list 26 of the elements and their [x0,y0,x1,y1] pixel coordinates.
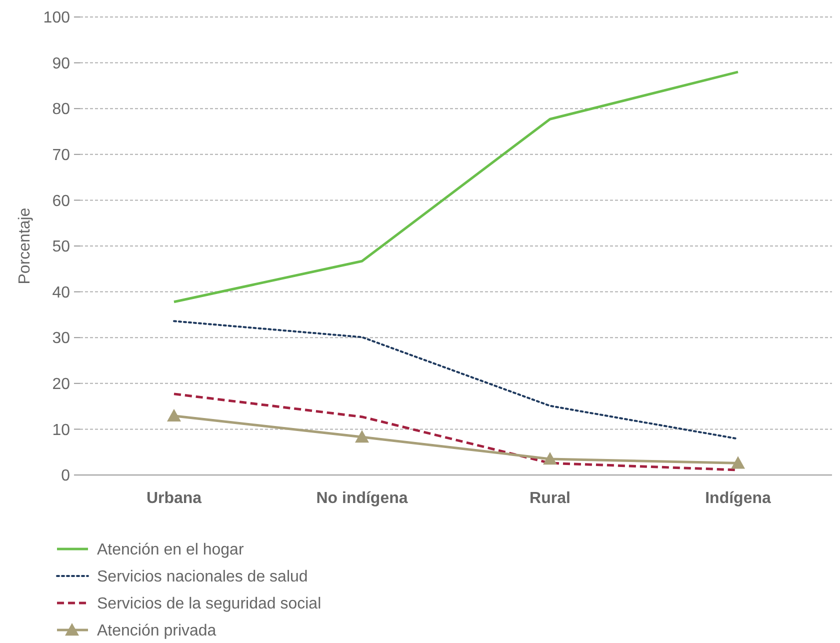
y-tick-label: 30 [52,330,70,348]
legend-label: Servicios de la seguridad social [97,596,322,613]
y-tick-label: 40 [52,284,70,302]
point [167,408,181,422]
x-tick-label: Urbana [146,490,202,507]
point [731,456,745,469]
x-tick-label: No indígena [316,490,408,507]
legend-label: Atención en el hogar [97,542,244,559]
x-tick-label: Rural [530,490,570,507]
y-tick-label: 50 [52,238,70,256]
y-tick-label: 20 [52,376,70,393]
y-tick-label: 80 [52,101,70,118]
y-tick-label: 70 [52,147,70,164]
x-tick-label: Indígena [705,490,771,507]
point [355,430,369,443]
y-tick-label: 60 [52,192,70,210]
y-tick-label: 0 [61,468,70,485]
y-tick-label: 10 [52,422,70,439]
legend-label: Servicios nacionales de salud [97,568,308,586]
y-tick-label: 90 [52,55,70,72]
y-tick-label: 100 [43,10,70,27]
y-axis-title: Porcentaje [16,208,34,284]
legend-label: Atención privada [97,622,216,640]
line-series [173,320,739,440]
point [543,452,557,465]
line-series [172,70,740,304]
